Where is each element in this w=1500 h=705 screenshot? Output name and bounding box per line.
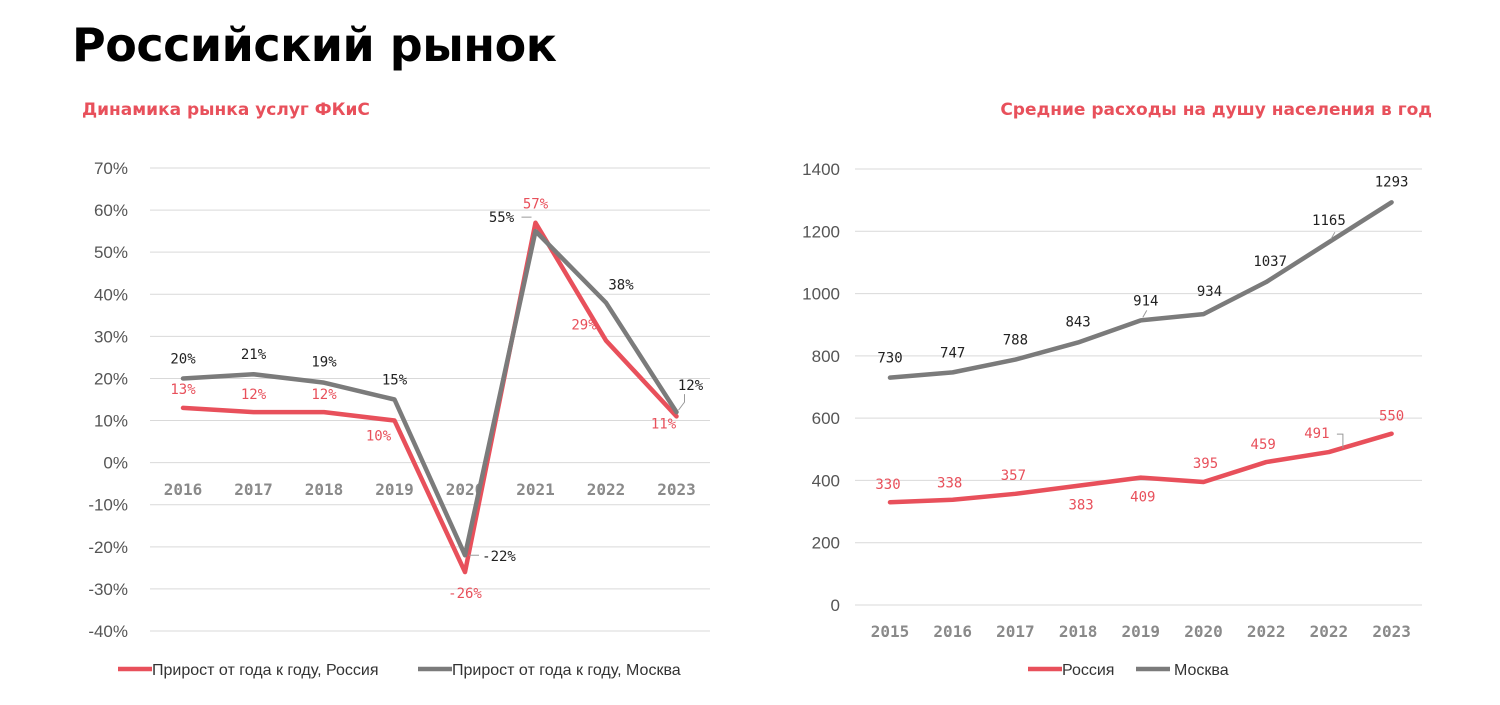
y-tick-label: 1400 <box>802 160 840 179</box>
y-tick-label: 1200 <box>802 222 840 241</box>
data-label-moscow: 21% <box>241 347 267 363</box>
data-label-russia: 11% <box>651 416 677 432</box>
y-tick-label: 40% <box>94 285 128 304</box>
x-tick-label: 2018 <box>305 480 344 499</box>
x-tick-label: 2022 <box>587 480 626 499</box>
y-tick-label: 60% <box>94 201 128 220</box>
x-tick-label: 2023 <box>657 480 696 499</box>
data-label-russia: 395 <box>1193 456 1218 472</box>
data-label-moscow: 15% <box>382 373 408 389</box>
series-line-moscow <box>887 200 1394 380</box>
x-tick-label: 2018 <box>1059 622 1098 641</box>
page-title: Российский рынок <box>72 18 557 72</box>
legend-label-russia: Россия <box>1062 662 1114 679</box>
market-dynamics-chart: 70% 60% 50% 40% 30% 20% 10% 0% -10% -20% -30% -40% 2… <box>88 159 710 679</box>
y-tick-label: 800 <box>812 347 840 366</box>
data-label-russia: 550 <box>1379 409 1404 425</box>
y-tick-label: 0% <box>103 454 128 473</box>
data-label-moscow: 38% <box>608 278 634 294</box>
leader-line <box>1142 310 1148 318</box>
data-label-russia: 357 <box>1001 468 1026 484</box>
x-tick-label: 2017 <box>996 622 1035 641</box>
x-tick-label: 2017 <box>234 480 273 499</box>
x-tick-label: 2023 <box>1372 622 1411 641</box>
x-tick-label: 2016 <box>164 480 203 499</box>
x-tick-label: 2020 <box>446 480 485 499</box>
y-tick-label: 1000 <box>802 285 840 304</box>
data-label-russia: -26% <box>448 586 482 602</box>
data-label-moscow: 843 <box>1065 314 1090 330</box>
x-tick-label: 2016 <box>933 622 972 641</box>
y-tick-label: 10% <box>94 412 128 431</box>
data-label-russia: 10% <box>366 429 392 445</box>
data-label-moscow: 19% <box>311 355 337 371</box>
data-label-russia: 12% <box>311 387 337 403</box>
x-tick-label: 2015 <box>871 622 910 641</box>
legend-label-moscow: Москва <box>1174 662 1229 679</box>
x-tick-label: 2020 <box>1184 622 1223 641</box>
leader-line <box>1336 433 1344 449</box>
x-tick-label: 2022 <box>1310 622 1349 641</box>
x-tick-label: 2019 <box>375 480 414 499</box>
leader-line <box>1330 231 1336 240</box>
y-tick-label: 20% <box>94 369 128 388</box>
y-tick-label: 0 <box>831 596 840 615</box>
chart-title-market-dynamics: Динамика рынка услуг ФКиС <box>82 100 370 120</box>
leader-line <box>678 394 685 411</box>
y-tick-label: -10% <box>88 496 128 515</box>
series-line-russia <box>887 431 1394 505</box>
y-tick-label: 600 <box>812 409 840 428</box>
data-label-moscow: 934 <box>1197 284 1222 300</box>
data-label-russia: 57% <box>523 197 549 213</box>
data-label-russia: 338 <box>937 476 962 492</box>
data-label-moscow: 12% <box>678 378 704 394</box>
data-label-moscow: -22% <box>482 549 516 565</box>
data-label-moscow: 1165 <box>1312 213 1346 229</box>
x-tick-label: 2021 <box>516 480 555 499</box>
data-label-russia: 491 <box>1304 426 1329 442</box>
legend-label-russia: Прирост от года к году, Россия <box>152 662 379 679</box>
data-label-moscow: 730 <box>877 351 902 367</box>
data-label-russia: 383 <box>1068 498 1093 514</box>
data-label-moscow: 747 <box>940 345 965 361</box>
data-label-russia: 330 <box>875 477 900 493</box>
series-line-moscow <box>180 228 679 558</box>
data-label-russia: 409 <box>1130 490 1155 506</box>
data-label-russia: 12% <box>241 387 267 403</box>
data-label-moscow: 914 <box>1133 293 1158 309</box>
data-label-moscow: 55% <box>489 210 515 226</box>
x-tick-label: 2022 <box>1247 622 1286 641</box>
y-tick-label: -20% <box>88 538 128 557</box>
data-label-moscow: 1293 <box>1375 174 1409 190</box>
y-tick-label: 50% <box>94 243 128 262</box>
series-line-russia <box>180 220 679 575</box>
y-tick-label: 200 <box>812 534 840 553</box>
data-label-moscow: 1037 <box>1253 254 1287 270</box>
data-label-moscow: 20% <box>170 351 196 367</box>
chart-title-spending-per-capita: Средние расходы на душу населения в год <box>1000 100 1432 120</box>
y-tick-label: -40% <box>88 622 128 641</box>
y-tick-label: 30% <box>94 327 128 346</box>
x-tick-label: 2019 <box>1122 622 1161 641</box>
y-tick-label: 400 <box>812 471 840 490</box>
data-label-russia: 13% <box>170 382 196 398</box>
y-tick-label: 70% <box>94 159 128 178</box>
legend-label-moscow: Прирост от года к году, Москва <box>452 662 681 679</box>
data-label-moscow: 788 <box>1003 333 1028 349</box>
y-tick-label: -30% <box>88 580 128 599</box>
data-label-russia: 459 <box>1251 437 1276 453</box>
data-label-russia: 29% <box>571 318 597 334</box>
